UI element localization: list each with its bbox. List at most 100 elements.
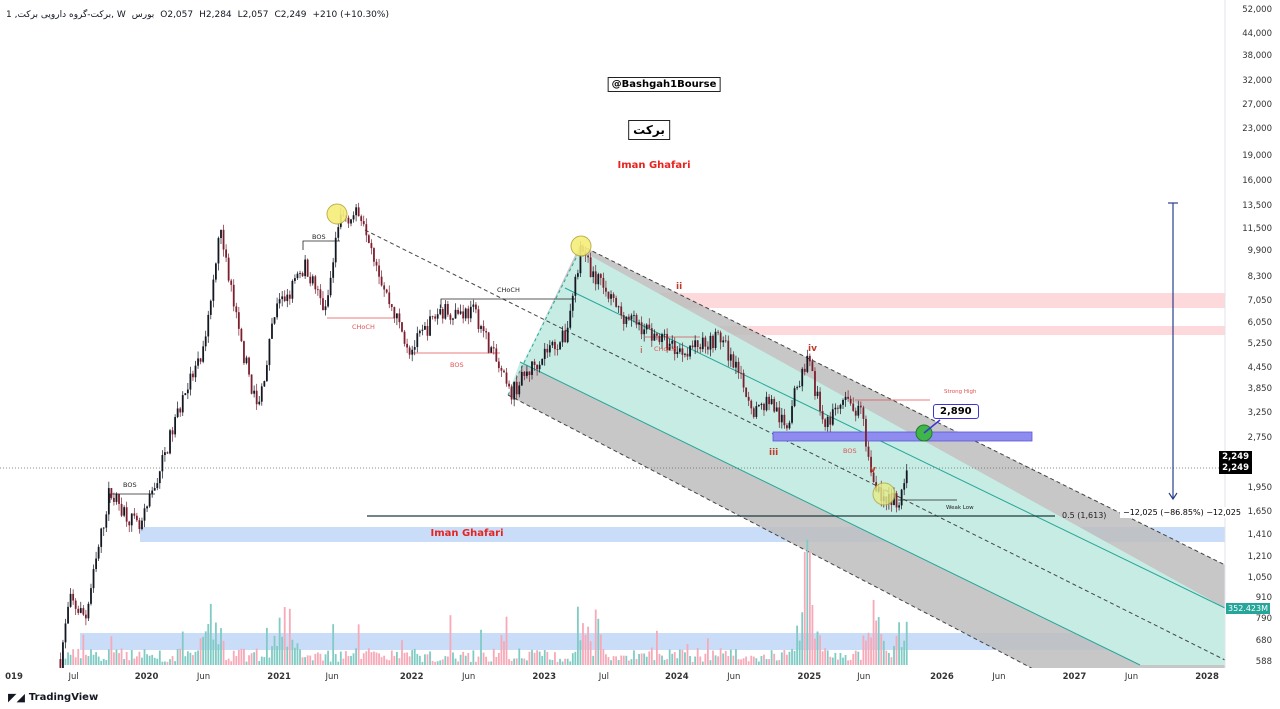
- candle: [564, 330, 567, 343]
- candle: [650, 328, 653, 341]
- volume-bar: [345, 651, 347, 665]
- candle: [74, 600, 77, 609]
- price-tick: 5,250: [1247, 338, 1272, 349]
- candle: [477, 309, 480, 329]
- volume-bar: [339, 651, 342, 665]
- volume-bar: [406, 652, 408, 665]
- candle: [194, 365, 197, 378]
- volume-bar: [612, 656, 615, 665]
- candle: [314, 276, 317, 290]
- volume-bar: [472, 650, 475, 665]
- candle: [291, 280, 294, 299]
- volume-bar: [668, 649, 671, 665]
- candle: [503, 370, 505, 373]
- volume-bar: [110, 636, 113, 665]
- top-marker-1: [326, 203, 348, 225]
- tradingview-logo[interactable]: ◤◢ TradingView: [8, 691, 98, 704]
- candle: [327, 295, 329, 307]
- volume-bar: [222, 640, 225, 665]
- time-axis-bg: [0, 668, 1280, 709]
- volume-bar: [209, 603, 212, 665]
- candle: [225, 249, 227, 258]
- volume-bar: [765, 659, 768, 665]
- ohlc-close: C2,249: [274, 10, 307, 20]
- volume-bar: [515, 658, 518, 665]
- candle: [169, 430, 171, 454]
- volume-bar: [355, 648, 358, 665]
- candle: [480, 326, 482, 329]
- volume-bar: [605, 654, 607, 665]
- candle: [870, 456, 872, 473]
- volume-bar: [153, 657, 156, 665]
- candle: [561, 330, 564, 343]
- symbol-name[interactable]: 1 ,برکت-گروه دارویی برکت, W: [6, 10, 126, 20]
- volume-bar: [408, 656, 411, 665]
- candle: [696, 340, 699, 347]
- volume-bar: [615, 656, 618, 665]
- volume-bar: [276, 646, 278, 665]
- volume-bar: [528, 651, 531, 665]
- bottom-marker: [872, 482, 896, 506]
- candle: [699, 346, 702, 350]
- volume-bar: [273, 635, 276, 665]
- volume-bar: [294, 647, 296, 665]
- candle: [714, 331, 717, 348]
- candle: [217, 238, 220, 264]
- time-tick: 019: [5, 672, 23, 682]
- candle: [898, 505, 900, 508]
- volume-bar: [92, 654, 95, 665]
- candle: [105, 514, 108, 528]
- volume-bar: [454, 658, 457, 665]
- candle: [164, 452, 166, 456]
- candle: [518, 385, 521, 395]
- volume-bar: [199, 638, 202, 665]
- volume-bar: [258, 661, 261, 665]
- volume-bar: [281, 636, 284, 665]
- volume-bar: [796, 625, 799, 665]
- volume-bar: [352, 653, 355, 665]
- candle: [826, 416, 829, 427]
- volume-bar: [268, 657, 271, 665]
- volume-bar: [610, 660, 612, 665]
- volume-bar: [347, 656, 350, 665]
- volume-bar: [635, 659, 638, 665]
- candle: [839, 404, 842, 409]
- price-tick: 23,000: [1242, 123, 1272, 134]
- candle: [416, 333, 419, 348]
- volume-bar: [301, 657, 304, 665]
- volume-bar: [602, 649, 605, 665]
- volume-bar: [814, 638, 816, 665]
- legend-header: 1 ,برکت-گروه دارویی برکت, W بورس O2,057 H2,…: [6, 10, 395, 20]
- volume-bar: [113, 652, 115, 665]
- volume-bar: [362, 653, 365, 665]
- volume-bar: [105, 660, 108, 665]
- candle: [625, 316, 628, 324]
- candle: [212, 279, 215, 301]
- volume-bar: [847, 660, 850, 665]
- candle: [607, 291, 610, 299]
- candle: [487, 332, 490, 353]
- volume-bar: [735, 649, 737, 665]
- candle: [278, 299, 281, 304]
- candle: [526, 371, 528, 376]
- volume-bar: [265, 627, 268, 665]
- candle: [472, 304, 475, 307]
- candle: [401, 322, 403, 332]
- volume-bar: [373, 651, 375, 665]
- volume-bar: [556, 661, 559, 665]
- volume-bar: [286, 646, 289, 665]
- candle: [821, 411, 824, 420]
- volume-bar: [531, 649, 533, 665]
- volume-bar: [719, 648, 722, 665]
- candle: [844, 396, 847, 401]
- price-tick: 1,410: [1247, 529, 1272, 540]
- candle: [602, 277, 605, 288]
- volume-bar: [390, 650, 393, 665]
- candle: [816, 391, 819, 396]
- volume-bar: [640, 653, 643, 665]
- candle: [255, 390, 258, 405]
- volume-bar: [322, 660, 324, 665]
- candle: [439, 309, 442, 315]
- volume-bar: [811, 604, 814, 665]
